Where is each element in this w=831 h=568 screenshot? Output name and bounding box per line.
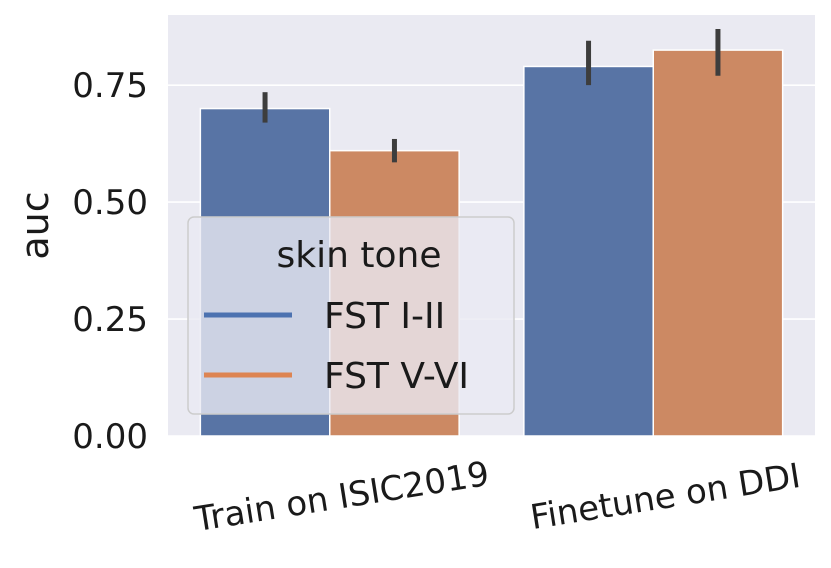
y-axis-ticks: 0.00 0.25 0.50 0.75 (72, 66, 148, 457)
x-tick-label: Finetune on DDI (528, 456, 804, 538)
legend-box (187, 216, 515, 415)
legend: skin tone FST I-II FST V-VI (187, 216, 515, 415)
legend-label: FST I-II (324, 296, 445, 337)
x-axis-ticks: Train on ISIC2019 Finetune on DDI (191, 454, 803, 540)
y-tick-label: 0.25 (72, 300, 148, 340)
x-tick-label: Train on ISIC2019 (191, 454, 492, 540)
y-axis-label: auc (13, 191, 57, 259)
y-tick-label: 0.50 (72, 183, 148, 223)
y-tick-label: 0.75 (72, 66, 148, 106)
y-tick-label: 0.00 (72, 417, 148, 457)
legend-items: FST I-II FST V-VI (204, 296, 469, 397)
bar (523, 65, 654, 437)
error-bars (262, 29, 721, 163)
bar (652, 49, 784, 437)
legend-label: FST V-VI (324, 356, 469, 397)
legend-title: skin tone (277, 235, 442, 276)
